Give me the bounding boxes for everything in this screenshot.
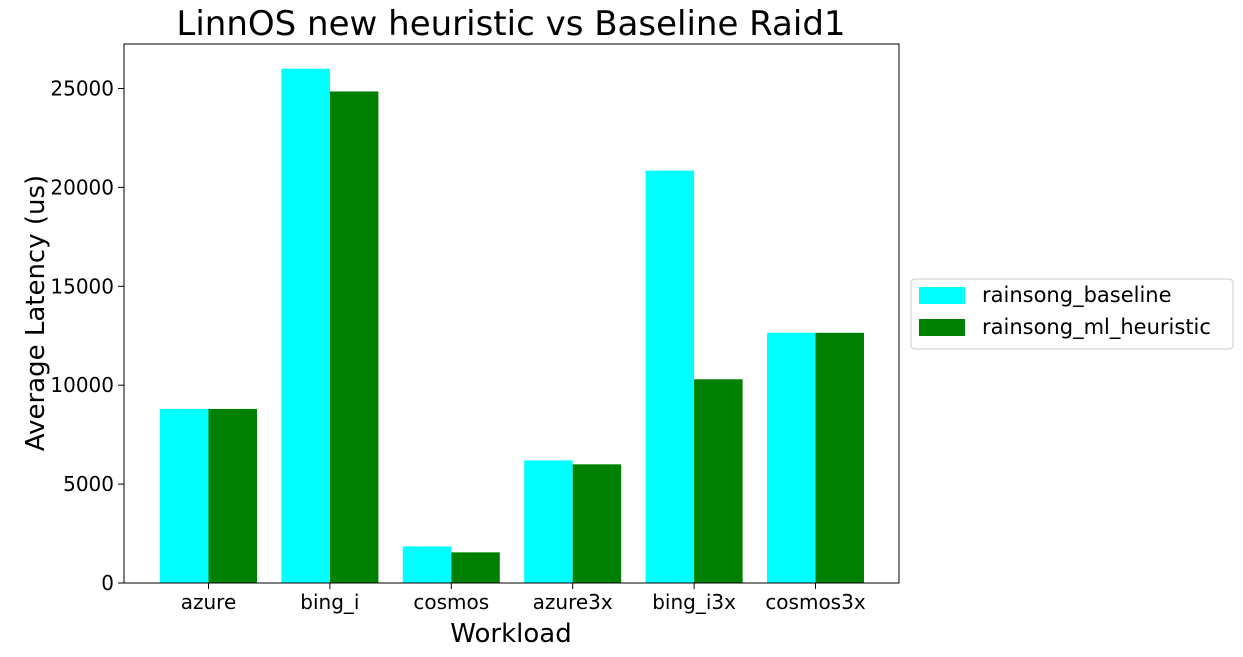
y-tick-label: 15000 (50, 274, 114, 298)
bar-rainsong_baseline-cosmos (402, 546, 452, 583)
x-tick-label: cosmos3x (765, 590, 866, 614)
plot-frame (123, 43, 900, 584)
y-tick-label: 10000 (50, 373, 114, 397)
legend-frame (910, 278, 1234, 350)
y-axis-label: Average Latency (us) (21, 175, 51, 451)
bar-rainsong_baseline-bing_i3x (645, 170, 695, 583)
bar-rainsong_ml_heuristic-bing_i (329, 91, 379, 583)
bar-rainsong_ml_heuristic-azure3x (572, 464, 622, 583)
bar-rainsong_baseline-azure (160, 408, 209, 583)
bar-rainsong_baseline-bing_i (281, 68, 330, 583)
y-axis: 0 5000 10000 15000 20000 25000 (50, 77, 124, 595)
bar-rainsong_ml_heuristic-cosmos3x (815, 332, 864, 583)
legend-label-rainsong_ml_heuristic: rainsong_ml_heuristic (982, 315, 1211, 340)
legend-label-rainsong_baseline: rainsong_baseline (982, 283, 1172, 308)
bar-rainsong_baseline-cosmos3x (767, 332, 816, 583)
bar-rainsong_ml_heuristic-cosmos (451, 552, 500, 583)
bar-rainsong_ml_heuristic-azure (208, 408, 257, 583)
bar-rainsong_baseline-azure3x (524, 460, 573, 583)
legend-swatch-rainsong_baseline (919, 287, 965, 304)
y-tick-label: 5000 (63, 472, 114, 496)
x-axis-label: Workload (450, 619, 571, 649)
chart-title: LinnOS new heuristic vs Baseline Raid1 (176, 4, 845, 44)
x-tick-label: bing_i3x (652, 590, 736, 614)
x-tick-label: bing_i (300, 590, 359, 614)
y-tick-label: 25000 (50, 77, 114, 101)
x-tick-label: azure3x (533, 590, 613, 614)
x-axis: azure bing_i cosmos azure3x bing_i3x cosmos3x (181, 583, 866, 614)
bar-rainsong_ml_heuristic-bing_i3x (694, 379, 743, 583)
legend: rainsong_baseline rainsong_ml_heuristic (910, 278, 1234, 350)
legend-swatch-rainsong_ml_heuristic (919, 319, 965, 336)
x-tick-label: cosmos (413, 590, 489, 614)
bars (160, 68, 864, 583)
y-tick-label: 20000 (50, 175, 114, 199)
y-tick-label: 0 (101, 571, 114, 595)
x-tick-label: azure (181, 590, 237, 614)
